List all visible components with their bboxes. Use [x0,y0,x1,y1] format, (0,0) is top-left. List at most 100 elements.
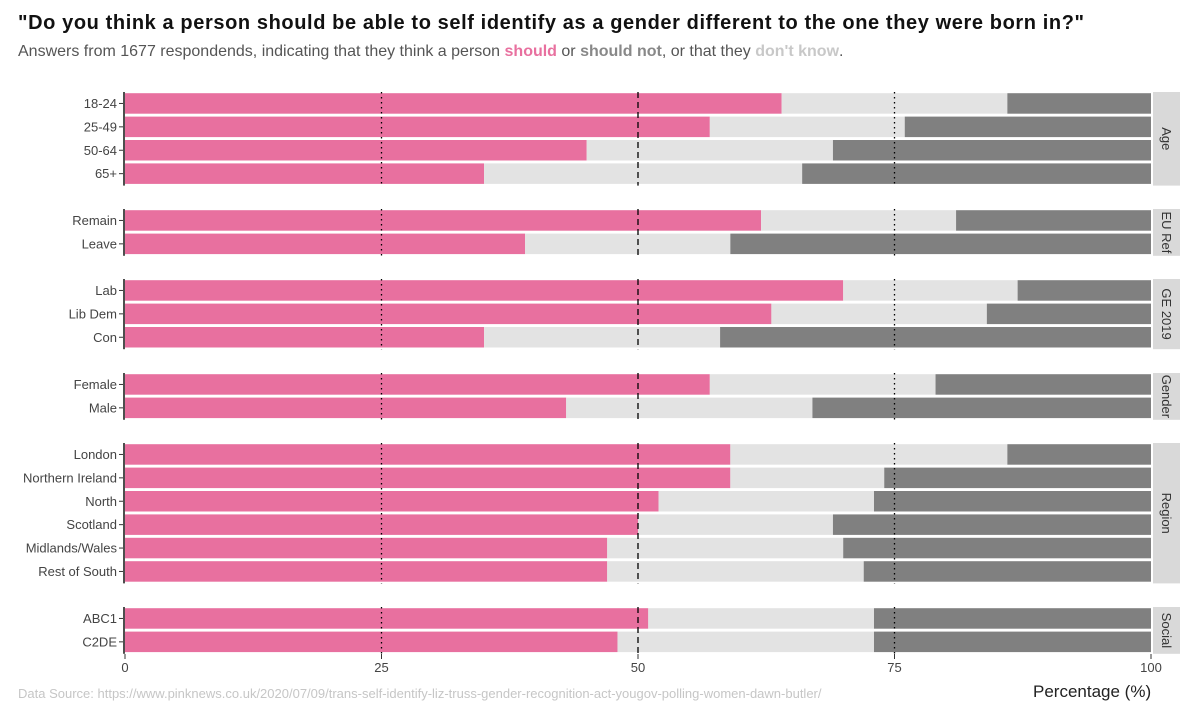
bar-region-northern-ireland-should-not [884,467,1151,489]
bar-social-abc1-dont-know [648,608,874,629]
bar-age-65-dont-know [484,163,803,184]
bar-region-rest-of-south-should [125,561,608,582]
category-label-abc1: ABC1 [83,611,117,626]
bar-region-london-should [125,444,731,465]
bar-age-25-49-dont-know [709,116,905,138]
category-label-remain: Remain [72,213,117,228]
bar-age-25-49-should [125,116,710,138]
bar-region-north-dont-know [658,491,874,512]
bar-age-65-should-not [802,163,1151,184]
category-label-lab: Lab [95,283,117,298]
bar-social-abc1-should [125,608,649,629]
bar-region-scotland-dont-know [638,514,833,535]
bar-gender-female-dont-know [709,374,936,395]
category-label-scotland: Scotland [66,517,117,532]
category-label-male: Male [89,400,117,415]
panel-label-ge-2019: GE 2019 [1159,288,1174,339]
bar-eu-ref-remain-should-not [956,210,1151,231]
bar-age-50-64-should-not [832,140,1151,161]
category-label-c2de: C2DE [82,634,117,649]
category-label-rest-of-south: Rest of South [38,564,117,579]
bar-eu-ref-leave-dont-know [525,233,731,255]
bar-age-18-24-should-not [1007,93,1151,114]
bar-age-65-should [125,163,485,184]
bar-gender-male-dont-know [566,397,813,419]
panel-strip-region [1153,443,1180,584]
bar-region-north-should [125,491,659,512]
bar-region-midlands-wales-dont-know [607,537,844,559]
bar-eu-ref-remain-should [125,210,762,231]
x-tick-label-25: 25 [374,660,388,675]
bar-ge-2019-con-should-not [720,327,1151,348]
bar-gender-male-should [125,397,567,419]
bar-region-rest-of-south-should-not [863,561,1151,582]
subtitle-text-2: or [556,43,581,60]
category-label-midlands-wales: Midlands/Wales [26,541,118,556]
data-source-note: Data Source: https://www.pinknews.co.uk/… [18,686,822,701]
x-tick-label-50: 50 [631,660,645,675]
bar-region-northern-ireland-dont-know [730,467,885,489]
category-label-female: Female [74,377,117,392]
category-label-london: London [74,447,117,462]
category-label-25-49: 25-49 [84,119,117,134]
bar-ge-2019-lib-dem-should-not [986,303,1151,325]
bar-region-rest-of-south-dont-know [607,561,864,582]
category-label-lib-dem: Lib Dem [69,306,117,321]
bar-eu-ref-leave-should [125,233,526,255]
subtitle-text-4: . [839,43,844,60]
bar-gender-female-should [125,374,710,395]
subtitle-text-1: Answers from 1677 respondends, indicatin… [18,43,505,60]
chart-title: "Do you think a person should be able to… [18,12,1085,34]
bar-region-midlands-wales-should-not [843,537,1151,559]
legend-should: should [504,43,557,60]
category-label-50-64: 50-64 [84,143,117,158]
subtitle-text-3: , or that they [661,43,756,60]
x-tick-label-0: 0 [121,660,128,675]
category-label-con: Con [93,330,117,345]
bar-social-abc1-should-not [873,608,1151,629]
bar-gender-male-should-not [812,397,1151,419]
bar-age-50-64-should [125,140,587,161]
bar-gender-female-should-not [935,374,1151,395]
category-label-north: North [85,494,117,509]
bar-social-c2de-should-not [873,631,1151,653]
panel-label-social: Social [1159,613,1174,649]
panel-strip-eu-ref [1153,209,1180,256]
bar-region-london-should-not [1007,444,1151,465]
bar-ge-2019-lib-dem-should [125,303,772,325]
bar-age-50-64-dont-know [586,140,833,161]
bar-region-midlands-wales-should [125,537,608,559]
category-label-northern-ireland: Northern Ireland [23,470,117,485]
bar-eu-ref-remain-dont-know [761,210,957,231]
panel-label-gender: Gender [1159,375,1174,419]
bar-region-london-dont-know [730,444,1008,465]
bar-ge-2019-lib-dem-dont-know [771,303,987,325]
x-tick-label-75: 75 [887,660,901,675]
category-label-65: 65+ [95,166,117,181]
x-tick-label-100: 100 [1140,660,1162,675]
panel-strip-ge-2019 [1153,279,1180,350]
legend-dont-know: don't know [755,43,840,60]
bar-ge-2019-con-dont-know [484,327,721,348]
bar-region-scotland-should [125,514,638,535]
bar-age-18-24-should [125,93,782,114]
panel-strip-gender [1153,373,1180,420]
bar-ge-2019-lab-dont-know [843,280,1018,301]
legend-should-not: should not [580,43,662,60]
bar-ge-2019-lab-should-not [1017,280,1151,301]
panel-strip-social [1153,607,1180,654]
panel-label-age: Age [1159,127,1174,150]
bar-social-c2de-should [125,631,618,653]
panel-label-region: Region [1159,493,1174,534]
panel-strip-age [1153,92,1180,186]
chart-subtitle: Answers from 1677 respondends, indicatin… [18,43,843,61]
bar-ge-2019-lab-should [125,280,844,301]
category-label-leave: Leave [82,236,117,251]
bar-age-25-49-should-not [904,116,1151,138]
bar-region-scotland-should-not [832,514,1151,535]
category-label-18-24: 18-24 [84,96,117,111]
bar-social-c2de-dont-know [617,631,874,653]
panel-label-eu-ref: EU Ref [1159,211,1174,253]
bar-ge-2019-con-should [125,327,485,348]
